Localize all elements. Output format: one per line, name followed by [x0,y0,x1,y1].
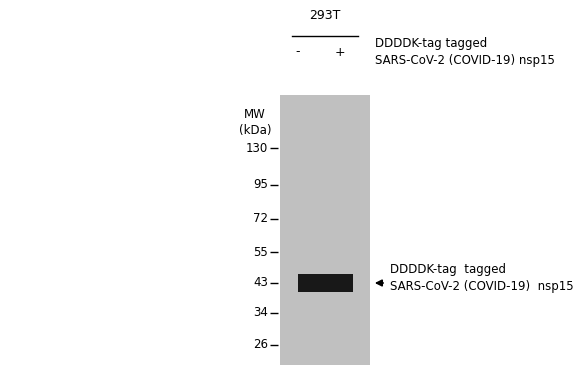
Bar [297,274,353,292]
Text: 26: 26 [253,338,268,351]
Text: 34: 34 [253,307,268,319]
Text: +: + [335,45,345,58]
Text: -: - [296,45,300,58]
Text: 72: 72 [253,213,268,226]
Text: 293T: 293T [309,9,340,22]
Text: DDDDK-tag  tagged
SARS-CoV-2 (COVID-19)  nsp15: DDDDK-tag tagged SARS-CoV-2 (COVID-19) n… [390,263,574,293]
Text: 130: 130 [246,141,268,155]
Text: 95: 95 [253,179,268,191]
Text: DDDDK-tag tagged
SARS-CoV-2 (COVID-19) nsp15: DDDDK-tag tagged SARS-CoV-2 (COVID-19) n… [375,37,555,67]
Bar [280,95,370,365]
Text: 43: 43 [253,277,268,290]
Text: MW
(kDa): MW (kDa) [239,108,271,137]
Text: 55: 55 [253,246,268,258]
